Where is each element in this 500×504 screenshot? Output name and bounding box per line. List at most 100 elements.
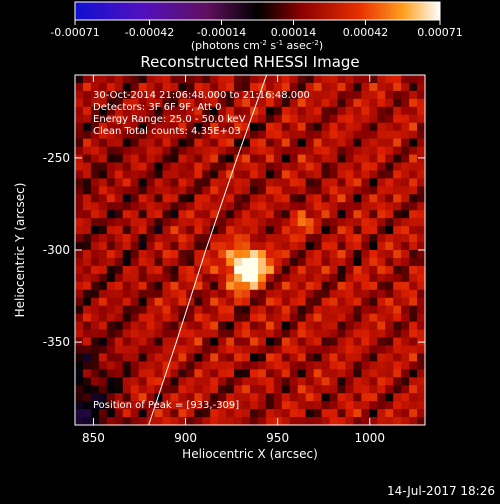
heatmap-cell bbox=[289, 114, 299, 124]
heatmap-cell bbox=[75, 329, 84, 338]
heatmap-cell bbox=[226, 114, 235, 124]
heatmap-cell bbox=[138, 361, 147, 370]
heatmap-cell bbox=[281, 75, 291, 84]
heatmap-cell bbox=[353, 75, 362, 84]
heatmap-cell bbox=[114, 122, 124, 131]
heatmap-cell bbox=[218, 250, 227, 259]
heatmap-cell bbox=[297, 305, 306, 314]
heatmap-cell bbox=[106, 138, 116, 147]
heatmap-cell bbox=[345, 281, 354, 291]
heatmap-cell bbox=[154, 321, 163, 330]
heatmap-cell bbox=[385, 186, 394, 195]
heatmap-cell bbox=[417, 329, 425, 338]
heatmap-cell bbox=[297, 345, 306, 354]
heatmap-cell bbox=[106, 417, 116, 425]
heatmap-cell bbox=[162, 234, 171, 243]
heatmap-cell bbox=[265, 170, 275, 179]
colorbar-tick-label: 0.00042 bbox=[343, 26, 389, 39]
heatmap-cell bbox=[90, 297, 100, 306]
heatmap-cell bbox=[122, 305, 131, 314]
heatmap-cell bbox=[313, 234, 322, 243]
heatmap-cell bbox=[122, 393, 131, 402]
heatmap-cell bbox=[273, 273, 283, 283]
heatmap-cell bbox=[369, 250, 378, 259]
heatmap-cell bbox=[210, 98, 219, 108]
heatmap-cell bbox=[297, 154, 306, 163]
heatmap-cell bbox=[297, 417, 306, 425]
heatmap-cell bbox=[154, 417, 163, 425]
heatmap-cell bbox=[234, 353, 243, 362]
heatmap-cell bbox=[186, 82, 195, 92]
heatmap-cell bbox=[170, 162, 179, 171]
energy-range-annotation: Energy Range: 25.0 - 50.0 keV bbox=[93, 114, 246, 125]
heatmap-cell bbox=[313, 186, 322, 195]
heatmap-cell bbox=[226, 353, 235, 362]
heatmap-cell bbox=[297, 194, 306, 203]
heatmap-cell bbox=[377, 337, 386, 346]
heatmap-cell bbox=[178, 369, 187, 378]
heatmap-cell bbox=[106, 194, 116, 203]
heatmap-cell bbox=[138, 289, 147, 299]
heatmap-cell bbox=[122, 289, 131, 299]
heatmap-cell bbox=[321, 297, 330, 306]
heatmap-cell bbox=[401, 162, 410, 171]
heatmap-cell bbox=[369, 297, 378, 306]
heatmap-cell bbox=[170, 194, 179, 203]
heatmap-cell bbox=[90, 106, 100, 116]
heatmap-cell bbox=[337, 242, 346, 251]
heatmap-cell bbox=[377, 226, 386, 235]
heatmap-cell bbox=[194, 329, 203, 338]
heatmap-cell bbox=[114, 273, 124, 283]
heatmap-cell bbox=[265, 234, 275, 243]
heatmap-cell bbox=[218, 122, 227, 131]
heatmap-cell bbox=[393, 361, 402, 370]
heatmap-cell bbox=[289, 234, 299, 243]
heatmap-cell bbox=[122, 361, 131, 370]
heatmap-cell bbox=[194, 353, 203, 362]
heatmap-cell bbox=[242, 257, 251, 267]
heatmap-cell bbox=[313, 401, 322, 410]
heatmap-cell bbox=[114, 321, 124, 330]
heatmap-cell bbox=[194, 281, 203, 291]
heatmap-cell bbox=[329, 218, 338, 227]
heatmap-cell bbox=[377, 313, 386, 322]
heatmap-cell bbox=[75, 138, 84, 147]
heatmap-cell bbox=[321, 409, 330, 418]
heatmap-cell bbox=[329, 98, 338, 108]
heatmap-cell bbox=[409, 250, 418, 259]
heatmap-cell bbox=[313, 393, 322, 402]
heatmap-cell bbox=[122, 114, 131, 124]
heatmap-cell bbox=[242, 417, 251, 425]
heatmap-cell bbox=[313, 242, 322, 251]
heatmap-cell bbox=[210, 170, 219, 179]
heatmap-cell bbox=[321, 130, 330, 139]
heatmap-cell bbox=[218, 409, 227, 418]
heatmap-cell bbox=[98, 369, 108, 378]
heatmap-cell bbox=[210, 114, 219, 124]
heatmap-cell bbox=[210, 250, 219, 259]
heatmap-cell bbox=[329, 154, 338, 163]
heatmap-cell bbox=[385, 369, 394, 378]
heatmap-cell bbox=[218, 281, 227, 291]
heatmap-cell bbox=[329, 82, 338, 92]
heatmap-cell bbox=[234, 194, 243, 203]
heatmap-cell bbox=[313, 345, 322, 354]
heatmap-cell bbox=[250, 353, 259, 362]
heatmap-cell bbox=[393, 409, 402, 418]
heatmap-cell bbox=[75, 273, 84, 283]
heatmap-cell bbox=[257, 297, 267, 306]
heatmap-cell bbox=[321, 265, 330, 275]
heatmap-cell bbox=[130, 305, 139, 314]
heatmap-cell bbox=[186, 297, 195, 306]
heatmap-cell bbox=[234, 106, 243, 116]
heatmap-cell bbox=[345, 114, 354, 124]
heatmap-cell bbox=[146, 361, 155, 370]
heatmap-cell bbox=[361, 329, 370, 338]
heatmap-cell bbox=[162, 377, 171, 386]
heatmap-cell bbox=[154, 178, 163, 187]
heatmap-cell bbox=[162, 250, 171, 259]
heatmap-cell bbox=[75, 313, 84, 322]
heatmap-cell bbox=[289, 289, 299, 299]
x-axis-label: Heliocentric X (arcsec) bbox=[182, 447, 318, 461]
heatmap-cell bbox=[337, 321, 346, 330]
